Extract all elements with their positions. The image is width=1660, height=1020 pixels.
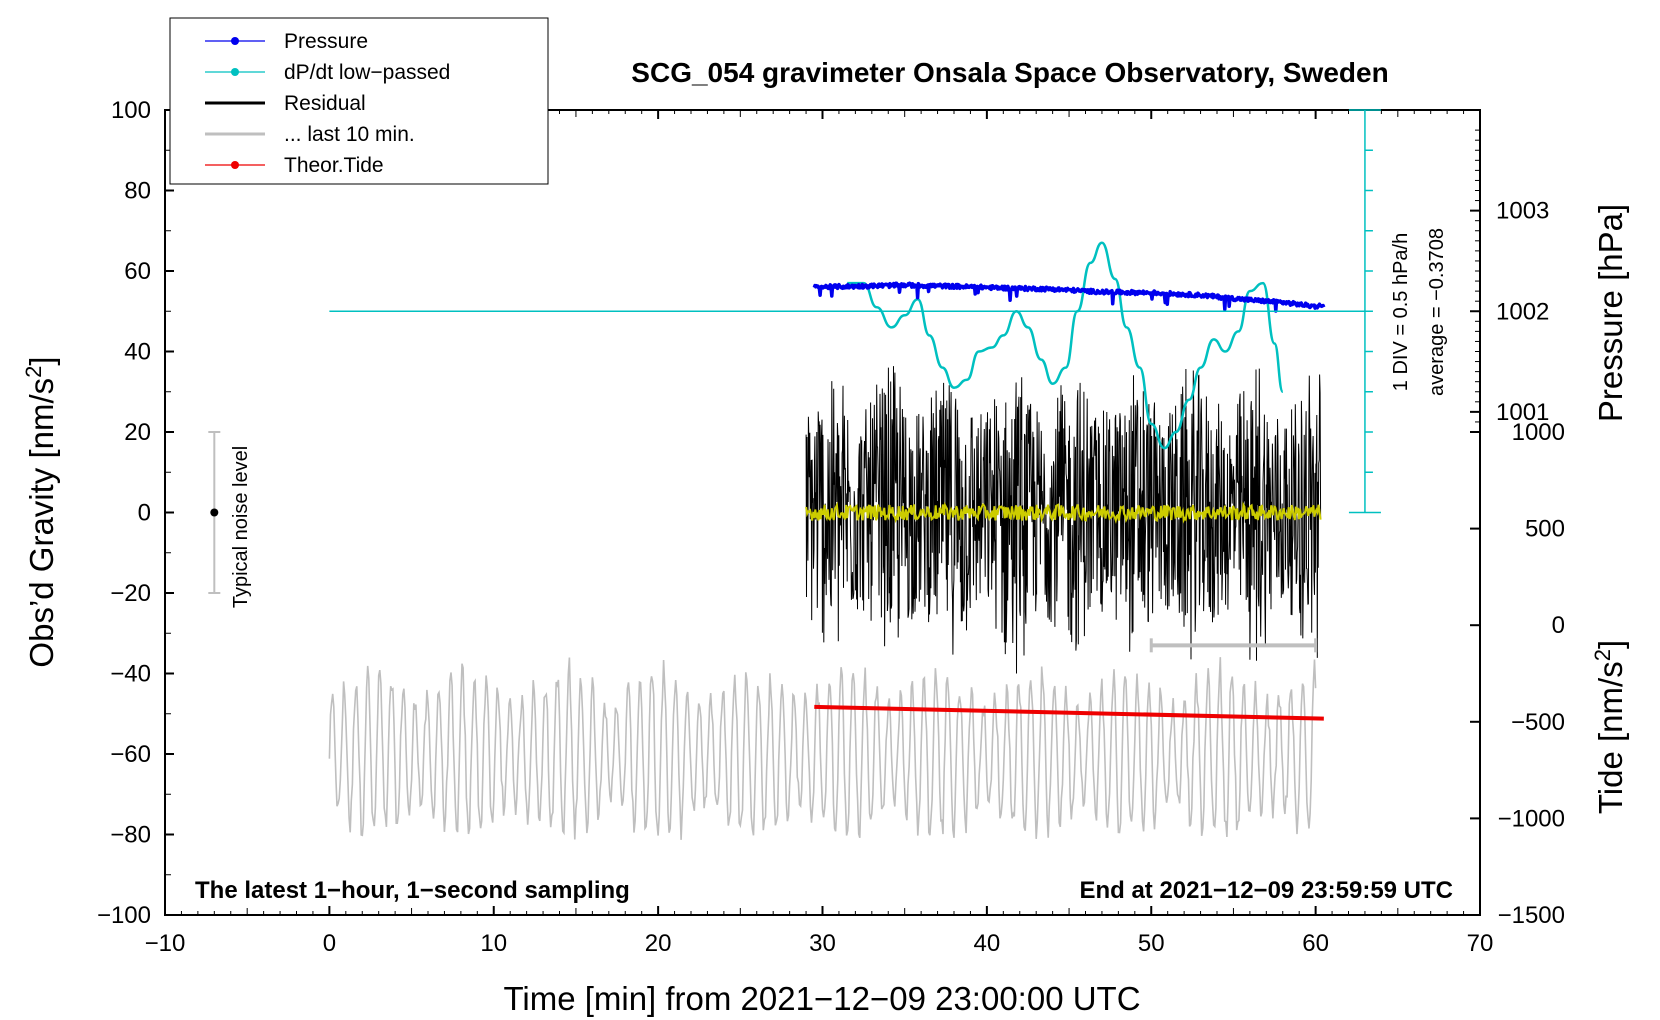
x-tick-label: 40 (974, 930, 1001, 957)
pressure-axis-title: Pressure [hPa] (1592, 204, 1629, 422)
tide-tick-label: 1000 (1512, 419, 1565, 446)
series-last-10-min-line (328, 657, 1317, 840)
y-tick-label: −80 (110, 822, 151, 849)
legend-label: dP/dt low−passed (284, 61, 450, 84)
y-tick-label: −60 (110, 741, 151, 768)
legend-label: Pressure (284, 30, 368, 53)
tide-axis-title-sup: 2 (1590, 649, 1615, 661)
x-axis-ticks: −10 0 10 20 30 40 50 60 70 (145, 110, 1494, 957)
y-tick-label: −20 (110, 580, 151, 607)
legend-box (169, 17, 549, 185)
tide-axis-ticks: 1000 500 0 −500 −1000 −1500 (1470, 419, 1565, 929)
series-theor-tide-line (814, 704, 1324, 721)
legend-label: ... last 10 min. (284, 123, 415, 146)
tide-tick-label: 500 (1525, 516, 1565, 543)
legend-items: Pressure dP/dt low−passed Residual ... last… (205, 30, 450, 177)
y-tick-label: −40 (110, 661, 151, 688)
x-tick-label: −10 (145, 930, 186, 957)
pressure-tick-label: 1001 (1496, 399, 1549, 426)
legend-label: Residual (284, 92, 366, 115)
tide-axis-title-end: ] (1592, 640, 1629, 649)
y-tick-label: 100 (111, 97, 151, 124)
tide-axis-title: Tide [nm/s2] (1590, 640, 1629, 814)
y-tick-label: −100 (97, 902, 151, 929)
legend-swatch-marker (231, 161, 239, 169)
tide-tick-label: −1500 (1498, 902, 1565, 929)
series-residual-smoothed-line (805, 501, 1322, 524)
chart-title: SCG_054 gravimeter Onsala Space Observat… (631, 57, 1388, 88)
series-pressure-line (812, 281, 1326, 313)
y-tick-label: 0 (138, 500, 151, 527)
legend-swatch-marker (231, 37, 239, 45)
decor-layer (208, 109, 1381, 653)
dpdt-scale-label-2: average = −0.3708 (1426, 228, 1448, 396)
pressure-tick-label: 1003 (1496, 198, 1549, 225)
tide-tick-label: −1000 (1498, 805, 1565, 832)
tide-tick-label: 0 (1552, 612, 1565, 639)
x-tick-label: 0 (323, 930, 336, 957)
pressure-axis-ticks: 1003 1002 1001 (1470, 129, 1549, 426)
x-tick-label: 30 (809, 930, 836, 957)
x-tick-label: 70 (1467, 930, 1494, 957)
pressure-tick-label: 1002 (1496, 298, 1549, 325)
legend-swatch-marker (231, 68, 239, 76)
y-tick-label: 20 (124, 419, 151, 446)
y-tick-label: 40 (124, 339, 151, 366)
y-axis-title-main: Obs’d Gravity [nm/s (23, 378, 60, 668)
x-tick-label: 60 (1302, 930, 1329, 957)
y-axis-ticks: 100 80 60 40 20 0 −20 −40 −60 −80 −100 (97, 97, 174, 929)
x-tick-label: 20 (645, 930, 672, 957)
tide-tick-label: −500 (1511, 709, 1565, 736)
x-axis-title: Time [min] from 2021−12−09 23:00:00 UTC (503, 980, 1140, 1017)
noise-bar-center-dot (210, 508, 219, 517)
y-axis-title-sup: 2 (21, 366, 46, 378)
y-axis-title: Obs’d Gravity [nm/s2] (21, 356, 60, 667)
noise-level-label: Typical noise level (230, 446, 252, 608)
legend-label: Theor.Tide (284, 154, 384, 177)
annotation-left: The latest 1−hour, 1−second sampling (195, 877, 630, 904)
x-tick-label: 10 (480, 930, 507, 957)
legend: Pressure dP/dt low−passed Residual ... last… (169, 17, 549, 185)
y-tick-label: 60 (124, 258, 151, 285)
series-layer (328, 241, 1326, 840)
dpdt-scale-label-1: 1 DIV = 0.5 hPa/h (1390, 233, 1412, 391)
y-tick-label: 80 (124, 178, 151, 205)
x-tick-label: 50 (1138, 930, 1165, 957)
tide-axis-title-main: Tide [nm/s (1592, 661, 1629, 814)
annotation-right: End at 2021−12−09 23:59:59 UTC (1079, 877, 1453, 904)
series-residual-line (805, 366, 1322, 674)
series-dpdt-line (847, 241, 1285, 450)
y-axis-title-end: ] (23, 356, 60, 365)
